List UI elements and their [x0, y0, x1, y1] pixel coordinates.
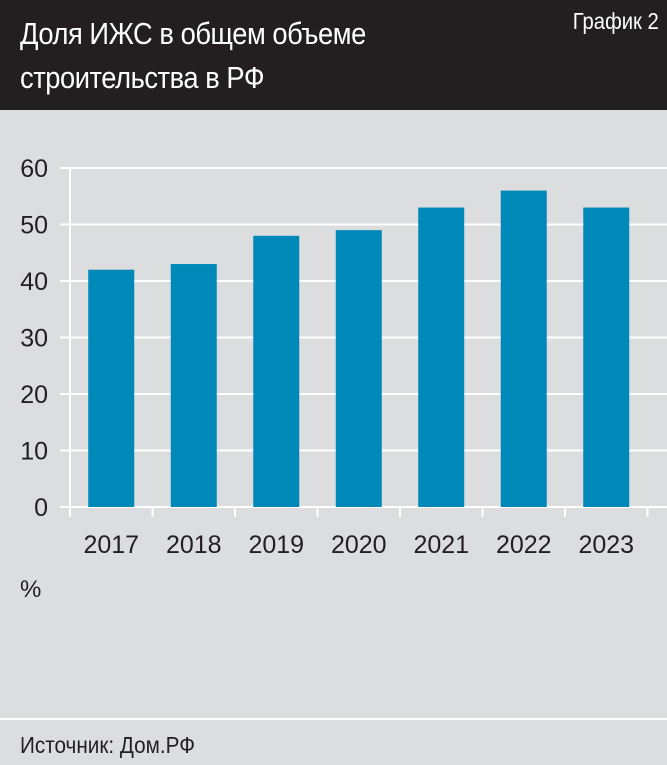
source-note: Источник: Дом.РФ	[20, 732, 195, 758]
y-tick-label: 40	[20, 268, 48, 296]
x-tick-label: 2020	[331, 531, 387, 559]
y-axis-unit: %	[20, 576, 42, 603]
bar-2018	[170, 264, 217, 507]
x-tick-label: 2017	[83, 531, 139, 559]
bar-2023	[583, 207, 630, 508]
bar-2017	[88, 269, 135, 507]
x-tick-label: 2023	[578, 531, 634, 559]
y-tick-label: 10	[20, 438, 48, 466]
figure-label: График 2	[572, 8, 659, 34]
y-tick-label: 0	[34, 494, 48, 522]
bar-2022	[500, 190, 547, 507]
header-bar: Доля ИЖС в общем объеме строительства в …	[0, 0, 667, 110]
bar-2021	[418, 207, 465, 508]
bar-2020	[335, 230, 382, 507]
chart-title: Доля ИЖС в общем объеме строительства в …	[20, 16, 366, 95]
x-tick-label: 2019	[248, 531, 304, 559]
x-tick-label: 2018	[166, 531, 222, 559]
y-tick-label: 30	[20, 325, 48, 353]
x-tick-label: 2022	[496, 531, 552, 559]
y-tick-label: 20	[20, 381, 48, 409]
bar-2019	[253, 235, 300, 508]
y-tick-label: 60	[20, 155, 48, 183]
x-tick-label: 2021	[413, 531, 469, 559]
y-tick-label: 50	[20, 212, 48, 240]
footer-divider	[0, 718, 667, 720]
